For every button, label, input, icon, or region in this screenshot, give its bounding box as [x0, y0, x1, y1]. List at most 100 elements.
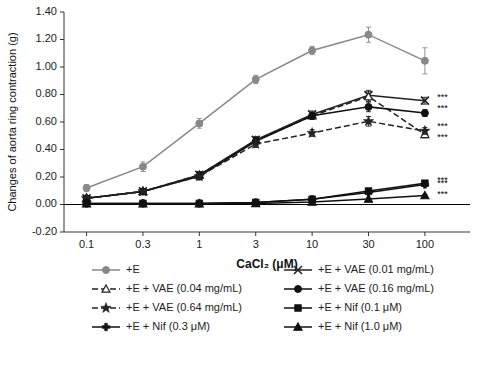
legend-label: +E + Nif (1.0 μM) — [318, 320, 402, 332]
y-tick-label: 1.00 — [36, 60, 57, 72]
legend-marker — [294, 323, 302, 330]
legend-item: +E + VAE (0.16 mg/mL) — [284, 282, 434, 294]
series — [83, 180, 428, 207]
data-point — [194, 171, 204, 181]
legend-marker — [102, 323, 110, 331]
annotation: *** — [437, 103, 448, 113]
y-tick — [60, 67, 64, 68]
y-tick — [60, 94, 64, 95]
series-line — [87, 95, 425, 198]
series — [81, 116, 430, 203]
data-point — [253, 199, 259, 205]
legend-label: +E + VAE (0.04 mg/mL) — [126, 282, 242, 294]
data-point — [196, 120, 203, 127]
series — [83, 90, 429, 202]
data-point — [421, 110, 428, 117]
legend-marker — [101, 303, 111, 313]
data-point — [140, 200, 146, 206]
y-tick — [60, 232, 64, 233]
data-point — [250, 139, 260, 149]
y-tick — [60, 12, 64, 13]
legend-label: +E + VAE (0.16 mg/mL) — [318, 282, 434, 294]
data-point — [365, 103, 372, 110]
legend-label: +E + VAE (0.01 mg/mL) — [318, 263, 434, 275]
y-tick — [60, 204, 64, 205]
legend-marker — [294, 266, 302, 274]
data-point — [365, 91, 373, 99]
data-point — [309, 112, 316, 119]
y-tick-label: 1.20 — [36, 32, 57, 44]
series — [83, 181, 429, 207]
annotation: *** — [437, 189, 448, 199]
legend-label: +E + Nif (0.3 μM) — [126, 320, 210, 332]
series — [83, 27, 428, 191]
y-tick-label: -0.20 — [32, 225, 57, 237]
annotation: *** — [437, 132, 448, 142]
data-point — [309, 47, 316, 54]
legend-marker — [295, 286, 302, 293]
error-bar — [253, 75, 258, 83]
legend-item: +E + VAE (0.04 mg/mL) — [92, 282, 242, 294]
legend-item: +E + VAE (0.64 mg/mL) — [92, 301, 242, 313]
legend-item: +E + Nif (1.0 μM) — [284, 320, 402, 332]
legend-label: +E — [126, 263, 140, 275]
data-point — [83, 200, 89, 206]
legend-label: +E + Nif (0.1 μM) — [318, 301, 402, 313]
error-bar — [140, 162, 145, 172]
series-line — [87, 121, 425, 198]
y-tick-label: 0.20 — [36, 170, 57, 182]
data-point — [139, 200, 147, 207]
x-tick — [424, 232, 425, 236]
data-point — [139, 163, 146, 170]
data-point — [365, 31, 372, 38]
data-point — [138, 186, 148, 196]
y-tick-label: 0.60 — [36, 115, 57, 127]
error-bar — [84, 185, 89, 192]
data-point — [195, 200, 203, 207]
series-line — [87, 107, 425, 198]
series-line — [87, 35, 425, 188]
x-tick-label: 100 — [416, 238, 434, 250]
data-point — [421, 192, 429, 199]
data-point — [252, 199, 260, 207]
error-bar — [422, 48, 427, 74]
data-point — [421, 97, 429, 105]
y-tick-label: 0.40 — [36, 142, 57, 154]
error-bar — [310, 46, 315, 54]
legend-marker — [102, 285, 110, 292]
series — [83, 192, 429, 207]
x-tick — [86, 232, 87, 236]
y-tick-label: 1.40 — [36, 5, 57, 17]
data-point — [252, 76, 259, 83]
x-tick-label: 3 — [253, 238, 259, 250]
data-point — [420, 125, 430, 135]
data-point — [363, 116, 373, 126]
x-tick — [142, 232, 143, 236]
series — [83, 102, 428, 202]
y-tick — [60, 39, 64, 40]
x-tick-label: 30 — [362, 238, 374, 250]
error-bar — [197, 119, 202, 129]
chart: -0.200.000.200.400.600.801.001.201.400.1… — [0, 0, 500, 392]
x-tick — [255, 232, 256, 236]
error-bar — [366, 102, 371, 112]
y-axis-label: Changes of aorta ring contraction (g) — [6, 32, 18, 211]
plot-area — [64, 27, 470, 207]
y-tick — [60, 149, 64, 150]
legend-label: +E + VAE (0.64 mg/mL) — [126, 301, 242, 313]
x-tick — [368, 232, 369, 236]
y-tick-label: 0.00 — [36, 197, 57, 209]
data-point — [83, 200, 91, 207]
error-bar — [366, 27, 371, 42]
series — [83, 92, 429, 202]
data-point — [421, 181, 429, 189]
data-point — [308, 110, 316, 118]
annotation: *** — [437, 92, 448, 102]
data-point — [308, 112, 316, 119]
data-point — [83, 185, 90, 192]
data-point — [365, 93, 373, 100]
data-point — [421, 57, 428, 64]
error-bar — [310, 112, 315, 119]
x-axis-label: CaCl₂ (μM) — [236, 257, 297, 271]
data-point — [365, 195, 373, 202]
